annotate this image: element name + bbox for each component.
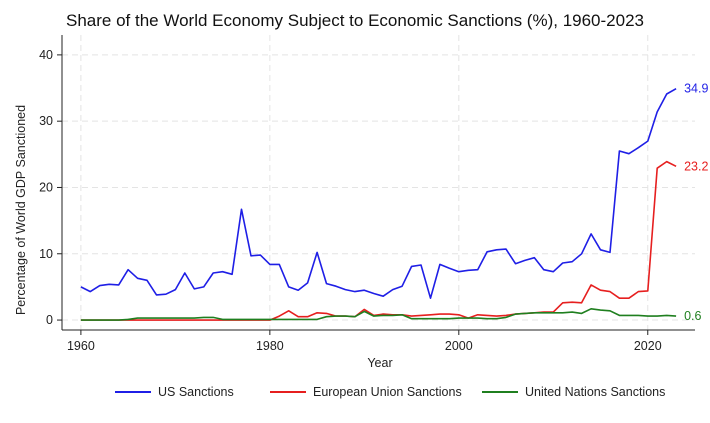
series-line-european-union-sanctions (80, 160, 677, 321)
end-label-us-sanctions: 34.9 (684, 82, 708, 96)
x-tick-label: 2020 (634, 339, 662, 353)
legend-label-european-union-sanctions: European Union Sanctions (313, 385, 462, 399)
legend-label-us-sanctions: US Sanctions (158, 385, 234, 399)
chart-title: Share of the World Economy Subject to Ec… (66, 11, 644, 30)
y-axis-title: Percentage of World GDP Sanctioned (14, 105, 28, 315)
y-tick-label: 0 (46, 313, 53, 327)
y-tick-label: 30 (39, 114, 53, 128)
x-tick-label: 2000 (445, 339, 473, 353)
series-line-us-sanctions (80, 88, 677, 300)
x-axis-title: Year (367, 356, 392, 370)
y-tick-label: 20 (39, 180, 53, 194)
y-tick-label: 10 (39, 247, 53, 261)
x-tick-label: 1960 (67, 339, 95, 353)
axes: 0 10 20 30 40 1960 1980 2000 2020 (39, 35, 695, 353)
x-tick-label: 1980 (256, 339, 284, 353)
end-labels: 34.9 23.2 0.6 (684, 82, 708, 323)
end-label-european-union-sanctions: 23.2 (684, 159, 708, 173)
legend: US Sanctions European Union Sanctions Unit… (115, 385, 665, 399)
grid-lines (62, 35, 695, 330)
legend-label-united-nations-sanctions: United Nations Sanctions (525, 385, 665, 399)
end-label-united-nations-sanctions: 0.6 (684, 309, 701, 323)
y-tick-label: 40 (39, 48, 53, 62)
series-line-united-nations-sanctions (80, 307, 677, 321)
series-lines (80, 88, 677, 321)
